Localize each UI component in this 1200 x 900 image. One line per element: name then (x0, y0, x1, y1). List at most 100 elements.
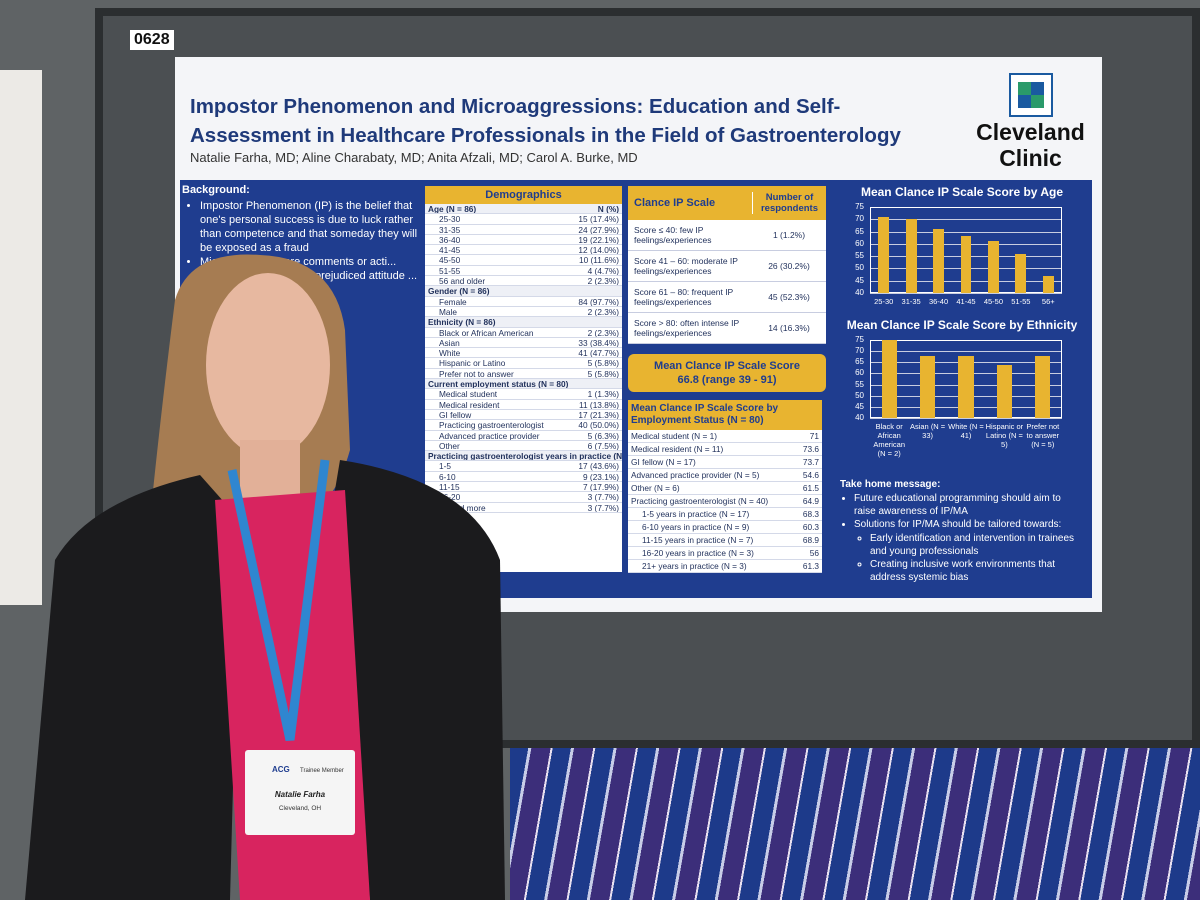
section-row: Ethnicity (N = 86) (425, 317, 622, 328)
cell: Male (439, 306, 457, 317)
cell: 2 (2.3%) (587, 327, 619, 338)
table-row: 51-55 4 (4.7%) (425, 266, 622, 277)
y-tick-label: 70 (855, 346, 864, 356)
table-row: 6-10 9 (23.1%) (425, 472, 622, 483)
cell: 15 (17.4%) (578, 214, 619, 225)
bullet: Future educational programming should ai… (854, 492, 1085, 518)
logo-mark (1008, 73, 1053, 117)
y-tick-label: 40 (855, 413, 864, 422)
cell: 1-5 (439, 461, 451, 472)
cell: Score > 80: often intense IP feelings/ex… (634, 318, 739, 338)
x-tick-label: 45-50 (983, 297, 1003, 306)
cell: Female (439, 296, 467, 307)
cell: 6-10 years in practice (N = 9) (642, 522, 750, 532)
badge-org: ACG (272, 765, 290, 774)
label: Mean Clance IP Scale Score (654, 360, 800, 372)
table-row: 1-5 years in practice (N = 17) 68.3 (628, 508, 822, 521)
jacket (330, 460, 505, 900)
cell: Practicing gastroenterologist (N = 40) (631, 496, 769, 506)
logo-text: Clinic (999, 145, 1062, 171)
cell: 41-45 (439, 245, 461, 256)
cell: 68.9 (802, 535, 819, 545)
heading: Take home message: (840, 479, 941, 490)
logo-text: Cleveland (976, 119, 1085, 145)
section-label: Ethnicity (N = 86) (428, 317, 496, 328)
cell: 11 (13.8%) (579, 399, 619, 410)
table-row: Prefer not to answer 5 (5.8%) (425, 369, 622, 380)
authors: Natalie Farha, MD; Aline Charabaty, MD; … (190, 150, 638, 165)
cell: 45 (52.3%) (768, 292, 810, 302)
bar (987, 241, 999, 293)
x-tick-label: White (N = 41) (948, 422, 984, 440)
cell: 3 (7.7%) (587, 502, 619, 513)
table-row: Advanced practice provider 5 (6.3%) (425, 431, 622, 441)
y-tick-label: 40 (855, 288, 864, 297)
cell: Medical student (439, 389, 498, 400)
cell: 36-40 (439, 234, 461, 245)
cell: Medical student (N = 1) (631, 431, 718, 441)
cell: 6 (7.5%) (587, 440, 619, 451)
cell: 24 (27.9%) (578, 224, 619, 235)
cell: GI fellow (N = 17) (631, 457, 696, 467)
bullet: Impostor Phenomenon (IP) is the belief t… (200, 199, 420, 255)
section-label: Gender (N = 86) (428, 286, 490, 297)
cell: 84 (97.7%) (578, 296, 619, 307)
bar (905, 219, 917, 293)
table-row: 41-45 12 (14.0%) (425, 245, 622, 256)
x-tick-label: 36-40 (928, 297, 949, 306)
y-tick-label: 45 (855, 401, 864, 411)
cell: GI fellow (439, 409, 472, 420)
cell: 1 (1.3%) (587, 389, 619, 400)
cell: Asian (439, 337, 460, 348)
table-row: GI fellow (N = 17) 73.7 (628, 456, 822, 469)
cell: 64.9 (802, 496, 819, 506)
heading: Background: (182, 184, 250, 196)
table-row: White 41 (47.7%) (425, 348, 622, 359)
table-row: 45-50 10 (11.6%) (425, 255, 622, 266)
cell: 2 (2.3%) (587, 276, 619, 287)
cell: 10 (11.6%) (579, 255, 619, 266)
badge-member: Trainee Member (300, 768, 344, 774)
y-tick-label: 75 (855, 202, 864, 211)
cell: 3 (7.7%) (587, 492, 619, 503)
cell: 61.3 (802, 561, 819, 571)
table-row: Medical resident 11 (13.8%) (425, 400, 622, 410)
cell: 1 (1.2%) (772, 230, 806, 240)
x-tick-label: Black or African American (N = 2) (873, 422, 906, 458)
table-row: Practicing gastroenterologist 40 (50.0%) (425, 420, 622, 431)
x-tick-label: Prefer not to answer (N = 5) (1026, 422, 1060, 449)
cell: 73.6 (802, 444, 819, 454)
cell: 11-15 years in practice (N = 7) (642, 535, 754, 545)
section-row: Age (N = 86) N (%) (425, 204, 622, 215)
y-tick-label: 65 (855, 357, 864, 367)
x-tick-label: 31-35 (901, 297, 921, 306)
table-row: 11-15 7 (17.9%) (425, 482, 622, 493)
table-row: 36-40 19 (22.1%) (425, 234, 622, 246)
table-row: 25-30 15 (17.4%) (425, 214, 622, 225)
table-row: Medical student (N = 1) 71 (628, 430, 822, 443)
cell: Advanced practice provider (439, 430, 540, 441)
badge-city: Cleveland, OH (279, 805, 322, 812)
bar (878, 216, 890, 293)
carpet (510, 748, 1200, 900)
cell: Hispanic or Latino (439, 358, 506, 369)
header-cell: Clance IP Scale (634, 197, 716, 209)
section-label: Current employment status (N = 80) (428, 379, 569, 390)
neighbor-poster (0, 70, 42, 605)
x-tick-label: Asian (N = 33) (909, 422, 946, 440)
cell: 71 (809, 431, 819, 441)
table-heading: Demographics (425, 186, 622, 204)
bar (996, 364, 1013, 418)
bullet: Solutions for IP/MA should be tailored t… (854, 518, 1085, 531)
x-tick-label: 41-45 (956, 297, 976, 306)
bar (881, 340, 897, 418)
bullet: Creating inclusive work environments tha… (870, 558, 1085, 584)
table-row: Medical resident (N = 11) 73.6 (628, 443, 822, 456)
table-row: Score ≤ 40: few IP feelings/experiences 1… (628, 220, 826, 251)
bullet: Early identification and intervention in… (870, 532, 1085, 558)
table-row: GI fellow 17 (21.3%) (425, 409, 622, 421)
bar (1042, 275, 1054, 293)
mean-score: Mean Clance IP Scale Score 66.8 (range 39… (628, 354, 826, 392)
table-row: Asian 33 (38.4%) (425, 337, 622, 349)
